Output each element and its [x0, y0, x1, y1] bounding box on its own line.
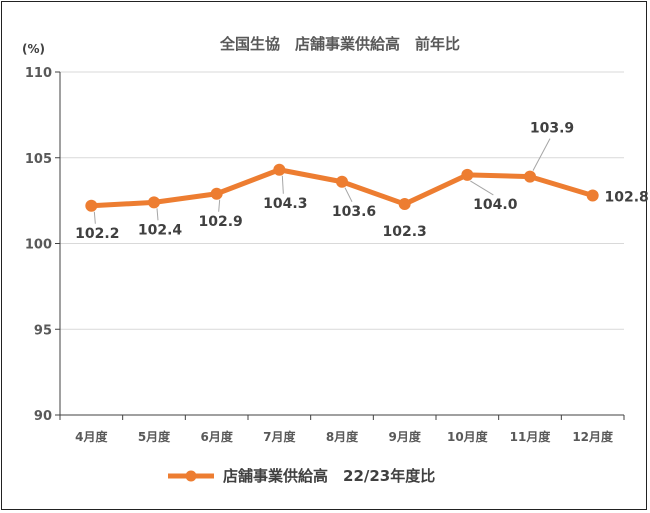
data-label: 102.2	[75, 226, 119, 242]
data-point	[336, 175, 348, 188]
data-label: 103.9	[530, 121, 574, 137]
leader-line	[218, 199, 221, 212]
data-point	[398, 198, 411, 211]
y-tick-labels: 90 95 100 105 110	[25, 66, 52, 424]
x-tick-label: 6月度	[200, 429, 233, 444]
data-label: 102.9	[199, 214, 243, 230]
data-point	[461, 168, 474, 181]
x-tick-label: 7月度	[263, 429, 296, 444]
data-point	[210, 187, 223, 200]
axes	[55, 71, 625, 420]
leader-line	[281, 175, 284, 194]
y-unit-label: (%)	[22, 42, 45, 56]
series-group	[85, 163, 599, 212]
y-tick-label-95: 95	[34, 323, 52, 338]
data-label: 102.3	[383, 224, 427, 240]
x-tick-label: 11月度	[510, 429, 552, 444]
x-tick-labels: 4月度 5月度 6月度 7月度 8月度 9月度 10月度 11月度 12月度	[75, 429, 614, 444]
legend-marker-swatch	[185, 470, 197, 482]
data-label: 104.3	[263, 196, 307, 212]
data-labels: 102.2 102.4 102.9 104.3 103.6 102.3 104.0 103.9…	[75, 121, 649, 242]
data-label: 102.8	[605, 189, 649, 205]
data-label-leaders	[93, 138, 551, 224]
y-tick-label-110: 110	[25, 66, 52, 81]
gridlines	[60, 71, 624, 330]
x-tick-label: 8月度	[326, 429, 359, 444]
chart-title: 全国生協 店舗事業供給高 前年比	[219, 35, 460, 53]
data-point	[148, 196, 160, 209]
x-tick-label: 5月度	[138, 429, 171, 444]
x-tick-label: 4月度	[75, 429, 108, 444]
data-label: 104.0	[473, 197, 518, 213]
y-tick-label-90: 90	[34, 409, 52, 424]
data-point	[273, 163, 286, 176]
leader-line	[156, 208, 159, 221]
x-tick-label: 12月度	[572, 429, 614, 444]
data-label: 103.6	[332, 204, 376, 220]
legend: 店舗事業供給高 22/23年度比	[168, 467, 435, 485]
data-point	[524, 170, 536, 183]
x-tick-label: 9月度	[388, 429, 421, 444]
leader-line	[470, 180, 494, 196]
leader-line	[344, 187, 353, 202]
leader-line	[93, 211, 96, 224]
data-point	[586, 189, 599, 202]
x-tick-label: 10月度	[447, 429, 489, 444]
data-label: 102.4	[138, 222, 183, 238]
y-tick-label-100: 100	[25, 238, 52, 253]
leader-line	[532, 138, 551, 171]
y-tick-label-105: 105	[25, 152, 52, 167]
legend-label: 店舗事業供給高 22/23年度比	[223, 467, 435, 485]
data-point	[85, 199, 98, 212]
